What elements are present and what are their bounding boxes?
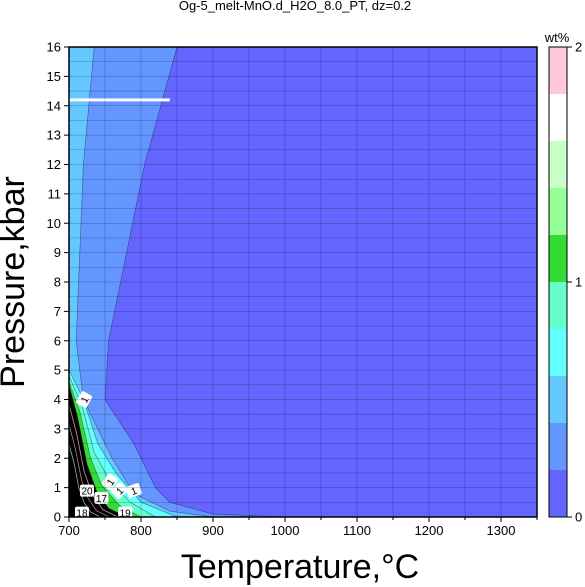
contour-line-0 xyxy=(68,404,119,518)
contour-label-1: 1 xyxy=(101,473,119,491)
contour-label-text: 20 xyxy=(81,487,93,498)
colorbar xyxy=(548,46,568,518)
y-tick-label: 11 xyxy=(48,186,62,201)
y-tick-label: 7 xyxy=(54,304,61,319)
y-tick-label: 12 xyxy=(47,157,61,172)
colorbar-tick-labels: 0 1 2 xyxy=(567,40,582,525)
contour-label-text: 19 xyxy=(120,509,132,520)
contour-label-bg xyxy=(118,506,133,519)
colorbar-segment-9 xyxy=(549,47,567,94)
colorbar-tick-label: 2 xyxy=(575,40,582,55)
contour-label-6: 18 xyxy=(74,506,89,520)
colorbar-segment-6 xyxy=(549,188,567,235)
contour-label-4: 17 xyxy=(94,491,109,505)
y-tick-label: 6 xyxy=(54,333,61,348)
contour-label-0: 1 xyxy=(76,391,93,408)
colorbar-segment-3 xyxy=(549,329,567,376)
contour-label-3: 1 xyxy=(125,483,142,499)
y-tick-label: 15 xyxy=(47,69,61,84)
y-tick-label: 13 xyxy=(47,128,61,143)
contour-label-bg xyxy=(111,482,128,499)
x-tick-label: 700 xyxy=(58,523,80,538)
colorbar-segment-0 xyxy=(549,470,567,517)
contour-label-text: 18 xyxy=(76,509,88,520)
y-tick-label: 0 xyxy=(54,510,61,525)
colorbar-segment-2 xyxy=(549,376,567,423)
x-tick-labels: 700 800 900 1000 1100 1200 1300 xyxy=(58,517,538,538)
colorbar-segment-1 xyxy=(549,423,567,470)
x-tick-label: 1000 xyxy=(271,523,300,538)
contour-label-bg xyxy=(101,473,119,491)
y-tick-label: 4 xyxy=(54,392,61,407)
contour-label-text: 17 xyxy=(96,494,108,505)
contour-label-2: 1 xyxy=(111,482,128,499)
contour-label-bg xyxy=(94,491,109,504)
contour-label-7: 19 xyxy=(118,506,133,520)
colorbar-segment-8 xyxy=(549,94,567,141)
contour-label-bg xyxy=(80,484,94,497)
colorbar-segment-7 xyxy=(549,141,567,188)
contour-label-text: 1 xyxy=(105,477,117,488)
x-tick-label: 1100 xyxy=(343,523,371,538)
colorbar-tick-label: 0 xyxy=(575,510,582,525)
x-tick-label: 900 xyxy=(202,523,224,538)
contour-label-text: 1 xyxy=(79,395,92,406)
contour-label-bg xyxy=(74,506,89,519)
y-tick-label: 1 xyxy=(54,480,61,495)
chart-title: Og-5_melt-MnO.d_H2O_8.0_PT, dz=0.2 xyxy=(179,0,411,13)
y-tick-label: 16 xyxy=(47,40,61,55)
contour-label-bg xyxy=(76,391,93,408)
contour-label-text: 1 xyxy=(130,486,139,498)
x-axis-label: Temperature,°C xyxy=(181,548,419,586)
y-tick-label: 3 xyxy=(54,421,61,436)
colorbar-segment-4 xyxy=(549,282,567,329)
y-tick-label: 14 xyxy=(47,98,61,113)
colorbar-segment-5 xyxy=(549,235,567,282)
colorbar-label: wt% xyxy=(544,30,570,45)
y-tick-label: 2 xyxy=(54,451,61,466)
y-axis-label: Pressure,kbar xyxy=(0,176,32,388)
contour-label-bg xyxy=(125,483,142,499)
x-tick-label: 1300 xyxy=(487,523,516,538)
x-tick-label: 1200 xyxy=(415,523,444,538)
colorbar-tick-label: 1 xyxy=(575,275,582,290)
x-tick-label: 800 xyxy=(130,523,152,538)
y-tick-label: 9 xyxy=(54,245,61,260)
y-tick-label: 5 xyxy=(54,363,61,378)
y-tick-label: 10 xyxy=(47,216,61,231)
y-tick-label: 8 xyxy=(54,275,61,290)
contour-label-5: 20 xyxy=(80,484,94,498)
